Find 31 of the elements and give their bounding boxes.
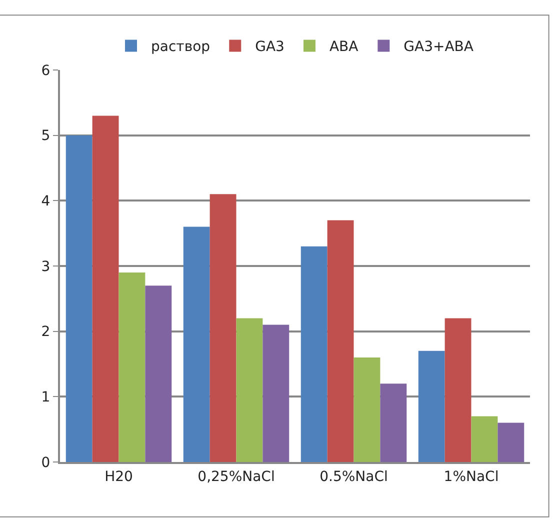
x-tick-label: H20 xyxy=(104,468,133,485)
y-tick-label: 0 xyxy=(41,454,50,471)
x-tick-label: 0,25%NaCl xyxy=(198,468,275,485)
bar xyxy=(236,318,263,462)
y-tick-label: 6 xyxy=(41,62,50,79)
x-tick-label: 1%NaCl xyxy=(444,468,499,485)
y-tick-label: 3 xyxy=(41,258,50,275)
bar xyxy=(92,116,119,462)
bar xyxy=(145,286,172,462)
bar xyxy=(380,384,407,462)
legend-label: GA3 xyxy=(255,39,284,56)
y-tick-label: 1 xyxy=(41,390,50,406)
bar xyxy=(327,220,354,462)
bar xyxy=(183,226,210,462)
bar xyxy=(418,350,445,462)
y-tick-label: 2 xyxy=(41,324,50,340)
bar xyxy=(444,318,472,462)
y-tick-label: 4 xyxy=(41,194,50,210)
bar xyxy=(471,416,498,462)
bar xyxy=(118,272,146,462)
x-tick-label: 0.5%NaCl xyxy=(320,468,388,485)
legend-label: раствор xyxy=(151,39,210,56)
y-tick-label: 5 xyxy=(41,128,50,144)
bar xyxy=(300,246,328,462)
bar xyxy=(354,357,380,462)
bar xyxy=(66,135,92,462)
legend-label: GA3+ABA xyxy=(404,39,474,56)
bar xyxy=(262,324,290,462)
legend-label: ABA xyxy=(329,39,359,56)
bar xyxy=(498,422,524,462)
bar xyxy=(210,194,236,462)
